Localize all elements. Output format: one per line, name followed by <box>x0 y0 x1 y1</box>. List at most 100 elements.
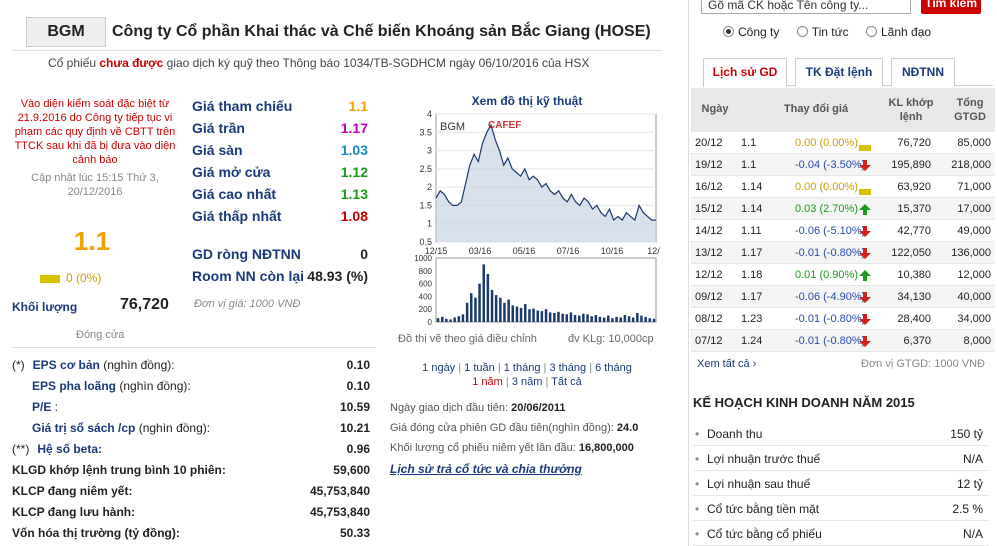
volume-bar <box>648 318 651 322</box>
range-option[interactable]: 1 tuần <box>464 362 495 374</box>
table-row: 16/12 1.14 0.00 (0.00%) 63,920 71,000 <box>691 176 995 198</box>
x-tick-label: 05/16 <box>513 246 536 256</box>
fundamental-value: 45,753,840 <box>309 484 370 498</box>
fundamental-row: (*) EPS cơ bản (nghìn đồng): 0.10 <box>12 358 370 378</box>
row-change: -0.06 (-4.90%) <box>795 291 866 303</box>
fundamental-name: KLCP đang lưu hành: <box>12 505 136 519</box>
volume-bar <box>594 315 598 322</box>
arrow-down-icon <box>859 336 871 347</box>
radio-leaders[interactable]: Lãnh đạo <box>865 25 931 39</box>
row-value: 17,000 <box>957 203 991 215</box>
radio-unchecked-icon <box>865 26 877 37</box>
row-price: 1.1 <box>741 137 757 149</box>
row-change: -0.06 (-5.10%) <box>795 225 866 237</box>
chart-watermark: CAFEF <box>488 120 521 131</box>
range-option[interactable]: 3 tháng <box>549 362 587 374</box>
volume-bar <box>544 309 548 322</box>
range-row-2: 1 năm | 3 năm | Tất cả <box>392 375 662 389</box>
price-change-value: 0 (0%) <box>66 271 102 285</box>
volume-bar <box>644 316 647 322</box>
tab-order-stats[interactable]: TK Đặt lệnh <box>795 58 883 86</box>
plan-label: Lợi nhuận sau thuế <box>695 477 810 491</box>
volume-bar <box>519 307 523 322</box>
volume-bar <box>470 293 473 322</box>
listing-info-row: Giá đóng cửa phiên GD đầu tiên(nghìn đồn… <box>390 422 638 434</box>
technical-chart-link[interactable]: Xem đồ thị kỹ thuật <box>471 94 583 108</box>
range-option[interactable]: 3 năm <box>511 376 543 388</box>
company-header: BGM Công ty Cổ phần Khai thác và Chế biế… <box>12 15 662 51</box>
volume-bar <box>652 318 656 322</box>
chart-ticker-label: BGM <box>440 121 465 133</box>
volume-bar <box>578 315 581 322</box>
notice-pre: Cổ phiếu <box>48 56 100 70</box>
volume-bar <box>524 304 527 322</box>
arrow-up-icon <box>859 270 871 281</box>
y-tick-label: 2 <box>427 182 432 192</box>
range-option[interactable]: 1 tháng <box>503 362 541 374</box>
range-option[interactable]: 1 năm <box>472 376 503 388</box>
fundamental-suffix: (tỷ đồng): <box>121 526 180 540</box>
plan-row: Lợi nhuận trước thuế N/A <box>693 447 989 471</box>
row-price: 1.23 <box>741 313 763 325</box>
volume-bar <box>602 317 606 322</box>
price-line <box>435 123 656 222</box>
see-all-link[interactable]: Xem tất cả › <box>697 358 757 370</box>
price-row: Giá cao nhất 1.13 <box>192 186 372 208</box>
col-volume: KL khớp lệnh <box>888 97 934 123</box>
row-price: 1.14 <box>741 203 763 215</box>
range-separator: | <box>455 362 465 374</box>
fundamental-row: EPS pha loãng (nghìn đồng): 0.10 <box>12 379 370 399</box>
range-option[interactable]: 1 ngày <box>422 362 456 374</box>
radio-news[interactable]: Tin tức <box>796 25 849 39</box>
row-price: 1.14 <box>741 181 763 193</box>
foreign-net-row: GD ròng NĐTNN 0 <box>192 246 372 262</box>
price-value: 1.08 <box>340 208 368 224</box>
plan-row: Lợi nhuận sau thuế 12 tỷ <box>693 472 989 496</box>
row-value: 12,000 <box>957 269 991 281</box>
row-value: 34,000 <box>957 313 991 325</box>
search-button[interactable]: Tìm kiếm <box>921 0 981 14</box>
vol-tick-label: 0 <box>428 318 433 327</box>
volume-bar <box>465 302 469 322</box>
row-change: 0.03 (2.70%) <box>795 203 858 215</box>
search-type-radios: Công ty Tin tức Lãnh đạo <box>723 25 945 39</box>
volume-value: 76,720 <box>120 296 169 313</box>
volume-bar <box>486 274 490 322</box>
range-option[interactable]: 6 tháng <box>595 362 632 374</box>
price-chart[interactable]: 4 3.5 3 2.5 2 1.5 1 0.5 BGM CAFEF 12/15 03/16 05/16 0… <box>394 106 660 328</box>
plan-value: N/A <box>962 527 983 541</box>
radio-company[interactable]: Công ty <box>723 25 779 39</box>
x-tick-label: 12/1 <box>647 246 660 256</box>
range-separator: | <box>502 376 512 388</box>
range-option[interactable]: Tất cả <box>551 376 582 388</box>
price-label: Giá mở cửa <box>192 164 271 180</box>
search-input[interactable]: Gõ mã CK hoặc Tên công ty... <box>701 0 911 14</box>
value-unit: Đơn vị GTGD: 1000 VNĐ <box>861 358 985 370</box>
range-separator: | <box>494 362 504 374</box>
fundamental-prefix: (**) <box>12 442 30 456</box>
fundamental-value: 59,600 <box>333 463 370 477</box>
fundamental-prefix: (*) <box>12 358 25 372</box>
plan-label: Cổ tức bằng tiền mặt <box>695 502 819 516</box>
volume-bar <box>441 316 444 322</box>
price-label: Giá cao nhất <box>192 186 277 202</box>
plan-value: 12 tỷ <box>956 477 983 491</box>
fundamental-value: 45,753,840 <box>309 505 370 519</box>
vol-tick-label: 200 <box>419 305 433 314</box>
fundamental-value: 50.33 <box>339 526 370 540</box>
plan-label: Doanh thu <box>695 427 762 441</box>
tab-trade-history[interactable]: Lịch sử GD <box>703 58 787 87</box>
row-price: 1.18 <box>741 269 763 281</box>
row-change: -0.01 (-0.80%) <box>795 313 866 325</box>
row-change: 0.00 (0.00%) <box>795 137 858 149</box>
price-label: Giá tham chiếu <box>192 98 293 114</box>
unchanged-icon <box>40 274 60 283</box>
volume-bar <box>636 313 639 322</box>
volume-bar <box>515 306 519 322</box>
x-tick-label: 10/16 <box>601 246 624 256</box>
dividend-history-link[interactable]: Lịch sử trả cổ tức và chia thưởng <box>390 462 582 476</box>
volume-bar <box>511 305 514 322</box>
tab-foreign-investors[interactable]: NĐTNN <box>891 58 955 86</box>
row-change: -0.04 (-3.50%) <box>795 159 866 171</box>
row-volume: 6,370 <box>903 335 931 347</box>
